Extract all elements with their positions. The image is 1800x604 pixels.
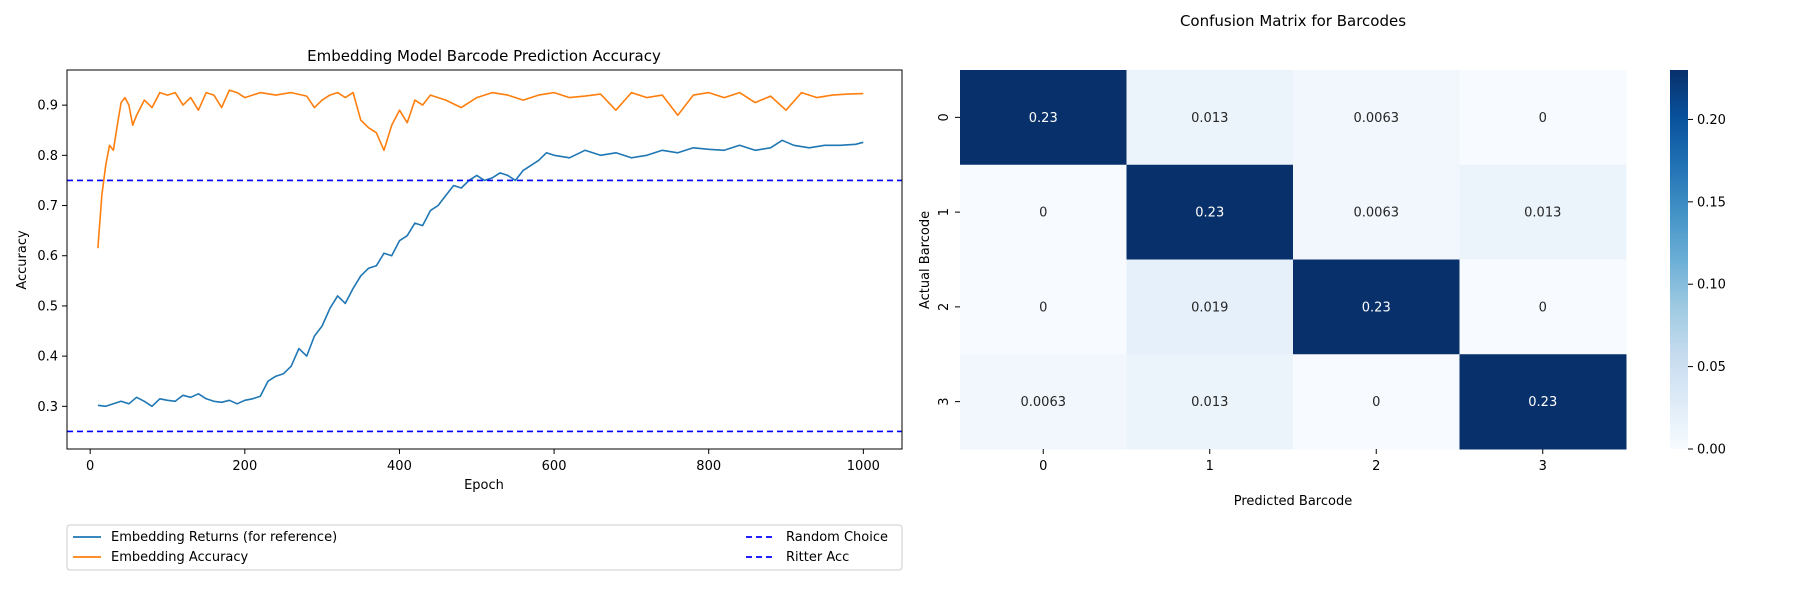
series-line-1 bbox=[97, 89, 864, 249]
legend-label-accuracy: Embedding Accuracy bbox=[111, 550, 249, 565]
line-chart-title: Embedding Model Barcode Prediction Accur… bbox=[307, 47, 661, 65]
colorbar-gradient bbox=[1670, 70, 1688, 449]
heatmap-cell bbox=[960, 259, 1127, 355]
legend-label-returns: Embedding Returns (for reference) bbox=[111, 530, 337, 545]
heatmap-cells: 0.23 0.013 0.0063 0 0 0.23 0.0063 0.013 0 0.019 0.… bbox=[960, 70, 1627, 450]
heatmap-cell-label: 0 bbox=[1039, 206, 1047, 221]
heatmap-cell bbox=[960, 70, 1127, 166]
heatmap-cell bbox=[1293, 164, 1460, 260]
heatmap-x-tick-label: 3 bbox=[1539, 459, 1547, 474]
line-x-axis-label: Epoch bbox=[464, 478, 504, 493]
colorbar: 0.00 0.05 0.10 0.15 0.20 bbox=[1670, 70, 1726, 458]
colorbar-ticks: 0.00 0.05 0.10 0.15 0.20 bbox=[1688, 113, 1726, 458]
series-line-0 bbox=[97, 139, 864, 408]
heatmap-y-tick-label: 2 bbox=[937, 303, 952, 311]
heatmap-cell bbox=[960, 354, 1127, 450]
heatmap-x-axis-label: Predicted Barcode bbox=[1234, 494, 1352, 509]
heatmap-cell-label: 0.0063 bbox=[1354, 111, 1400, 126]
heatmap-cell bbox=[1459, 164, 1627, 260]
heatmap-cell bbox=[1293, 354, 1460, 450]
heatmap-cell bbox=[1126, 259, 1294, 355]
y-tick-label: 0.8 bbox=[37, 149, 58, 164]
colorbar-tick-label: 0.10 bbox=[1697, 278, 1726, 293]
y-tick-label: 0.6 bbox=[37, 249, 58, 264]
heatmap-cell bbox=[1126, 354, 1294, 450]
heatmap-cell-label: 0 bbox=[1039, 300, 1047, 315]
heatmap-cell-label: 0 bbox=[1372, 395, 1380, 410]
x-tick-label: 1000 bbox=[847, 459, 880, 474]
heatmap-cell bbox=[1293, 70, 1460, 166]
heatmap-cell-label: 0 bbox=[1539, 111, 1547, 126]
heatmap-cell-label: 0 bbox=[1539, 300, 1547, 315]
heatmap-title: Confusion Matrix for Barcodes bbox=[1180, 12, 1406, 30]
x-tick-label: 200 bbox=[232, 459, 257, 474]
heatmap-y-tick-label: 1 bbox=[937, 208, 952, 216]
heatmap-cell-label: 0.23 bbox=[1528, 395, 1557, 410]
colorbar-tick-label: 0.20 bbox=[1697, 113, 1726, 128]
heatmap-cell bbox=[1126, 70, 1294, 166]
heatmap-cell-label: 0.0063 bbox=[1354, 206, 1400, 221]
heatmap-cell-label: 0.23 bbox=[1029, 111, 1058, 126]
line-chart: Embedding Model Barcode Prediction Accur… bbox=[15, 47, 903, 571]
legend-label-random: Random Choice bbox=[786, 530, 888, 545]
y-tick-label: 0.4 bbox=[37, 350, 58, 365]
colorbar-tick-label: 0.00 bbox=[1697, 443, 1726, 458]
x-tick-label: 0 bbox=[86, 459, 94, 474]
colorbar-tick-label: 0.05 bbox=[1697, 360, 1726, 375]
heatmap-cell bbox=[1459, 259, 1627, 355]
y-tick-label: 0.5 bbox=[37, 299, 58, 314]
heatmap-cell-label: 0.013 bbox=[1191, 111, 1228, 126]
heatmap-x-tick-label: 0 bbox=[1039, 459, 1047, 474]
colorbar-tick-label: 0.15 bbox=[1697, 195, 1726, 210]
x-tick-label: 600 bbox=[542, 459, 567, 474]
heatmap-cell bbox=[1293, 259, 1460, 355]
legend-label-ritter: Ritter Acc bbox=[786, 550, 849, 565]
y-tick-label: 0.3 bbox=[37, 400, 58, 415]
heatmap-y-ticks: 0 1 2 3 bbox=[937, 113, 960, 406]
heatmap-y-tick-label: 0 bbox=[937, 113, 952, 121]
heatmap-x-ticks: 0 1 2 3 bbox=[1039, 449, 1547, 474]
heatmap-cell-label: 0.019 bbox=[1191, 300, 1228, 315]
legend-box bbox=[66, 524, 903, 571]
heatmap-cell-label: 0.0063 bbox=[1021, 395, 1067, 410]
heatmap-cell bbox=[1126, 164, 1294, 260]
heatmap-x-tick-label: 2 bbox=[1372, 459, 1380, 474]
line-y-ticks: 0.3 0.4 0.5 0.6 0.7 0.8 0.9 bbox=[37, 99, 67, 415]
heatmap-y-axis-label: Actual Barcode bbox=[918, 211, 933, 309]
heatmap-cell-label: 0.013 bbox=[1524, 206, 1561, 221]
line-x-ticks: 0 200 400 600 800 1000 bbox=[86, 449, 880, 474]
y-tick-label: 0.9 bbox=[37, 99, 58, 114]
heatmap-y-tick-label: 3 bbox=[937, 397, 952, 405]
heatmap-x-tick-label: 1 bbox=[1206, 459, 1214, 474]
line-y-axis-label: Accuracy bbox=[15, 230, 30, 290]
heatmap-chart: Confusion Matrix for Barcodes 0.23 0.013 0… bbox=[918, 12, 1726, 509]
heatmap-cell-label: 0.23 bbox=[1362, 300, 1391, 315]
line-chart-frame bbox=[66, 69, 903, 450]
line-series-group bbox=[67, 89, 902, 433]
heatmap-cell-label: 0.23 bbox=[1195, 206, 1224, 221]
heatmap-cell bbox=[1459, 70, 1627, 166]
heatmap-cell-label: 0.013 bbox=[1191, 395, 1228, 410]
heatmap-cell bbox=[1459, 354, 1627, 450]
x-tick-label: 800 bbox=[696, 459, 721, 474]
y-tick-label: 0.7 bbox=[37, 199, 58, 214]
x-tick-label: 400 bbox=[387, 459, 412, 474]
heatmap-cell bbox=[960, 164, 1127, 260]
line-legend: Embedding Returns (for reference) Embedd… bbox=[66, 524, 903, 571]
